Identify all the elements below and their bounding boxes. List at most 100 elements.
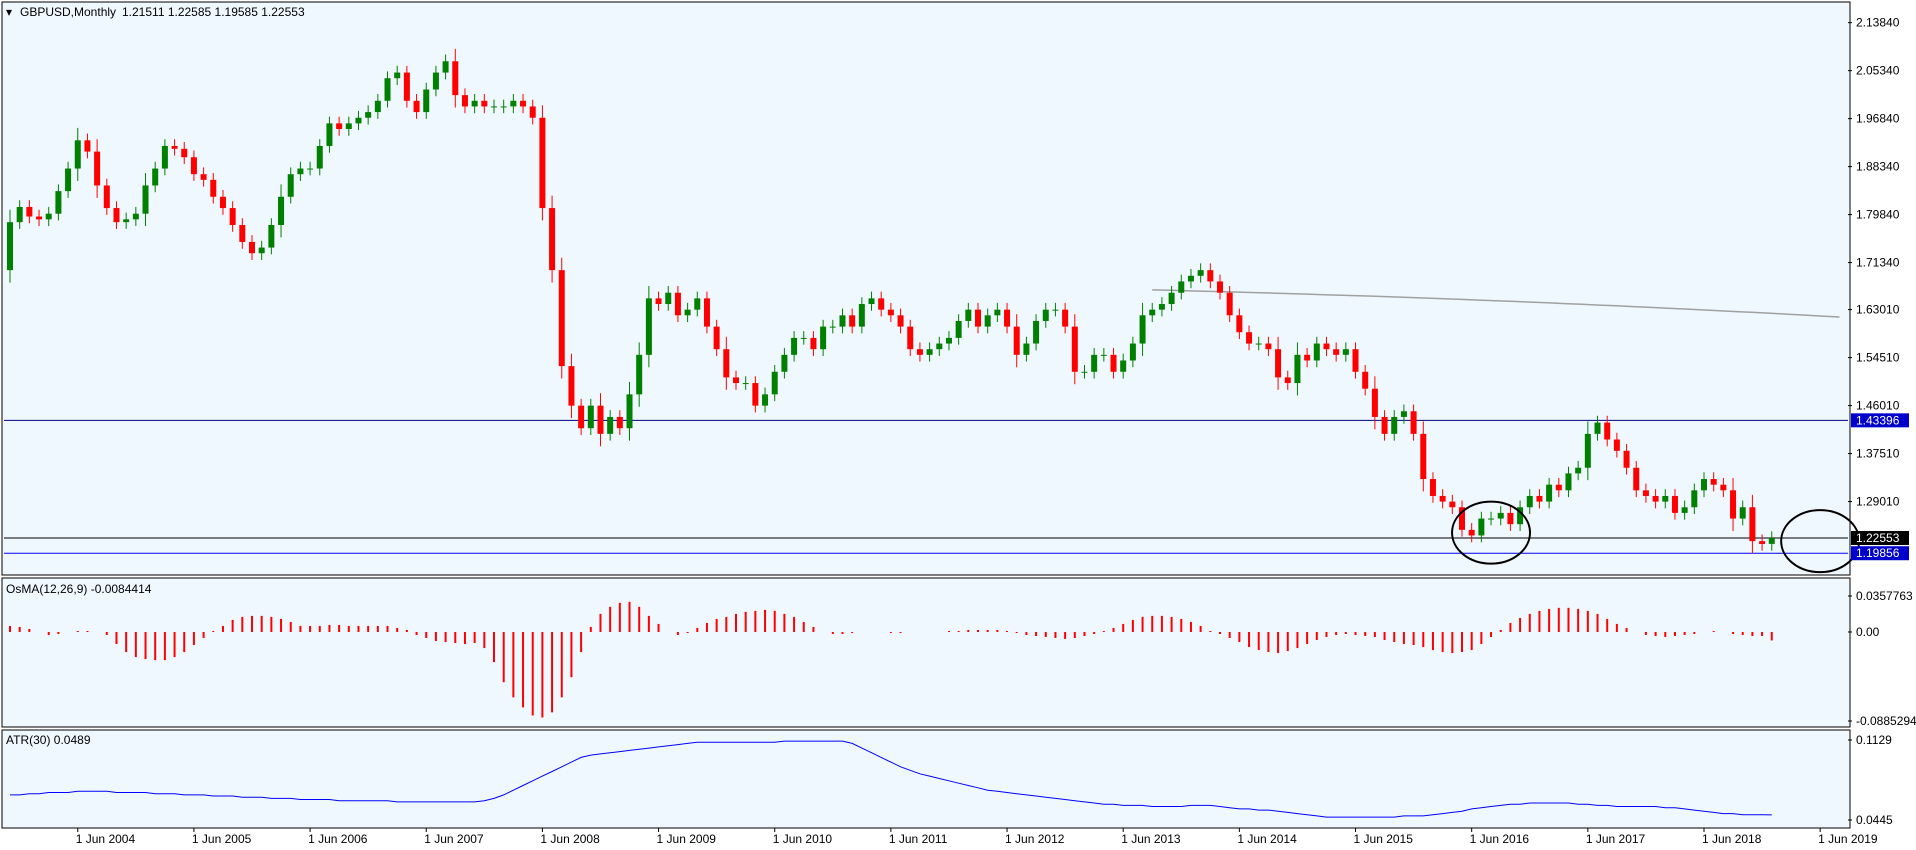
time-tick-label: 1 Jun 2017: [1586, 832, 1646, 846]
candle-bear: [558, 270, 565, 367]
candle-bear: [723, 349, 730, 378]
candle-bull: [665, 292, 672, 305]
candle-bear: [481, 100, 488, 107]
candle-bull: [45, 213, 52, 220]
candle-bull: [152, 168, 159, 186]
candle-bear: [200, 174, 207, 180]
atr-title: ATR(30) 0.0489: [6, 733, 91, 747]
price-tag-label: 1.22553: [1856, 531, 1900, 545]
candle-bull: [442, 61, 449, 73]
candle-bear: [1333, 349, 1340, 355]
candle-bull: [1546, 484, 1553, 502]
candle-bear: [1236, 315, 1243, 333]
candle-bull: [1052, 309, 1059, 311]
candle-bull: [1091, 354, 1098, 372]
candle-bull: [1149, 309, 1156, 316]
candle-bear: [36, 216, 43, 220]
candle-bull: [65, 168, 72, 192]
candle-bull: [965, 309, 972, 321]
moving-average-line: [1152, 289, 1840, 318]
candle-bull: [1497, 512, 1504, 519]
candle-bull: [1768, 538, 1775, 544]
candle-bull: [1701, 479, 1707, 491]
candle-bull: [1488, 518, 1495, 520]
time-tick-label: 1 Jun 2005: [192, 832, 252, 846]
candle-bear: [249, 241, 255, 254]
horizontal-lines[interactable]: [4, 419, 1848, 554]
candle-bull: [268, 224, 275, 248]
candle-bear: [1246, 332, 1253, 344]
candle-bear: [1633, 467, 1640, 491]
candle-bear: [1613, 439, 1620, 451]
candle-bull: [868, 298, 875, 305]
candle-bull: [926, 349, 933, 355]
osma-panel[interactable]: 0.0357763 0.00 -0.0885294 OsMA(12,26,9) -0…: [1, 577, 1916, 728]
chart-title: GBPUSD,Monthly: [20, 5, 116, 19]
candle-bear: [713, 326, 720, 350]
atr-tick-label: 0.0445: [1856, 813, 1893, 827]
atr-panel-background: [1, 729, 1851, 829]
candle-bear: [94, 151, 101, 186]
candle-bear: [171, 145, 178, 149]
candle-bear: [1429, 479, 1436, 496]
candle-bull: [858, 304, 865, 327]
candle-bull: [1120, 360, 1127, 372]
candle-bull: [374, 100, 381, 113]
candle-bear: [578, 405, 585, 429]
candle-bear: [210, 179, 217, 197]
candle-bull: [1081, 371, 1088, 373]
candle-bear: [549, 208, 556, 271]
candle-bull: [326, 123, 333, 146]
candle-bull: [1178, 281, 1185, 293]
candle-bull: [607, 416, 614, 434]
price-tick-label: 1.63010: [1856, 303, 1900, 317]
candle-bull: [1042, 309, 1049, 321]
atr-tick-label: 0.1129: [1856, 733, 1892, 747]
candle-bear: [452, 61, 459, 96]
atr-axis: 0.1129 0.0445: [1848, 733, 1893, 827]
candle-bull: [820, 326, 827, 350]
candle-bear: [1071, 326, 1078, 372]
candle-bear: [887, 309, 894, 316]
candle-bear: [655, 298, 662, 305]
candle-bear: [461, 95, 468, 107]
candle-bear: [1362, 371, 1369, 389]
candle-bear: [1604, 422, 1611, 440]
candle-bear: [568, 366, 575, 406]
price-tick-label: 2.05340: [1856, 64, 1900, 78]
candle-bull: [16, 206, 23, 223]
candle-bear: [1207, 270, 1214, 282]
candle-bear: [849, 315, 856, 327]
candle-bear: [413, 100, 420, 113]
osma-tick-label: 0.0357763: [1856, 589, 1913, 603]
candle-bull: [278, 196, 285, 225]
candle-bear: [1459, 507, 1465, 530]
candle-bull: [1197, 270, 1204, 276]
candle-bear: [752, 383, 759, 406]
atr-panel[interactable]: 0.1129 0.0445 ATR(30) 0.0489: [1, 729, 1893, 829]
time-tick-label: 1 Jun 2015: [1354, 832, 1414, 846]
candle-bear: [1710, 479, 1717, 485]
time-tick-label: 1 Jun 2018: [1702, 832, 1762, 846]
candle-bull: [1342, 349, 1349, 355]
moving-average: [1152, 289, 1840, 318]
symbol-triangle: ▾: [6, 5, 12, 19]
candle-bull: [365, 112, 372, 118]
candle-bear: [1110, 354, 1117, 372]
price-panel[interactable]: 2.13840 2.05340 1.96840 1.88340 1.79840 1.713…: [1, 1, 1909, 576]
candle-bull: [1739, 507, 1746, 519]
osma-title: OsMA(12,26,9) -0.0084414: [6, 582, 152, 596]
candle-bull: [510, 100, 517, 107]
candle-bull: [762, 394, 769, 406]
candle-bull: [1575, 467, 1582, 474]
candle-bear: [84, 140, 91, 152]
candle-bull: [936, 343, 943, 350]
candle-bull: [123, 219, 130, 223]
candle-bull: [394, 72, 401, 79]
candle-bull: [307, 168, 314, 170]
candle-bull: [1023, 343, 1030, 355]
candle-bear: [181, 148, 188, 158]
candle-bull: [491, 106, 497, 108]
candle-bear: [616, 416, 623, 429]
